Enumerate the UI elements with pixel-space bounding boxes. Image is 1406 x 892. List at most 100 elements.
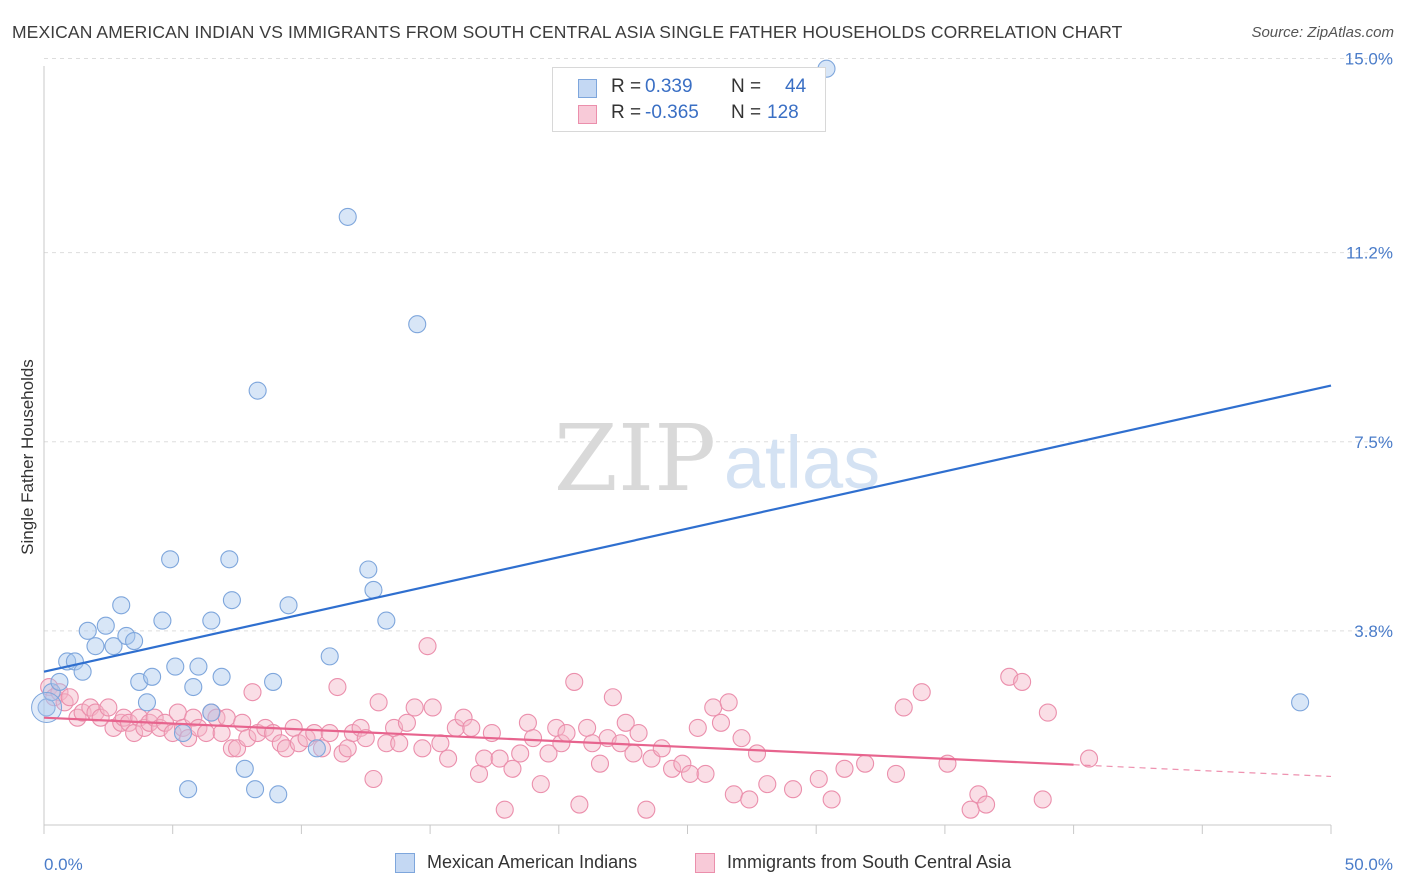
data-point-immigrants — [747, 744, 767, 763]
data-point-immigrants — [524, 729, 543, 748]
data-point-immigrants — [704, 698, 723, 717]
data-point-mexican-american-indians — [202, 703, 221, 722]
legend-r-value: -0.365 — [645, 102, 699, 123]
data-point-immigrants — [539, 744, 558, 763]
data-point-immigrants — [835, 759, 854, 778]
trend-line-mexican-american-indians — [43, 384, 1332, 673]
data-point-immigrants — [418, 637, 437, 656]
data-point-immigrants — [40, 677, 59, 697]
data-point-immigrants — [55, 693, 74, 712]
data-point-immigrants — [912, 683, 931, 702]
axes — [43, 66, 1332, 834]
source-credit: Source: ZipAtlas.com — [1251, 24, 1394, 41]
data-point-mexican-american-indians — [246, 780, 265, 799]
data-point-immigrants — [688, 718, 707, 737]
data-point-immigrants — [168, 703, 187, 722]
data-point-immigrants — [338, 739, 357, 758]
data-point-mexican-american-indians — [320, 647, 339, 666]
data-point-mexican-american-indians — [220, 550, 239, 569]
data-point-immigrants — [112, 713, 131, 732]
data-point-immigrants — [886, 764, 906, 783]
data-point-immigrants — [68, 708, 87, 727]
data-point-immigrants — [312, 739, 332, 758]
legend-row-series2: R = -0.365 N = 128 — [553, 102, 825, 128]
data-point-immigrants — [518, 713, 537, 732]
y-tick-label: 7.5% — [1354, 433, 1393, 452]
series-mexican-american-indians-points — [31, 59, 1310, 804]
legend-n-label: N = — [731, 76, 762, 97]
x-tick-label: 50.0% — [1345, 855, 1393, 874]
data-point-mexican-american-indians — [222, 591, 241, 610]
trend-lines — [43, 384, 1332, 778]
data-point-mexican-american-indians — [1291, 693, 1310, 712]
data-point-immigrants — [578, 718, 597, 737]
data-point-immigrants — [531, 775, 550, 794]
data-point-immigrants — [423, 698, 442, 717]
bottom-legend-swatch-blue — [395, 853, 415, 873]
trend-line-immigrants-extrapolated — [1073, 764, 1332, 778]
legend-swatch-blue — [578, 79, 597, 98]
data-point-immigrants — [233, 713, 252, 732]
data-point-immigrants — [663, 759, 682, 778]
data-point-immigrants — [222, 739, 241, 758]
data-point-immigrants — [624, 744, 643, 763]
data-point-mexican-american-indians — [50, 672, 69, 691]
data-point-immigrants — [809, 769, 828, 789]
data-point-mexican-american-indians — [179, 780, 198, 799]
data-point-mexican-american-indians — [73, 662, 92, 681]
data-point-immigrants — [740, 790, 759, 809]
data-point-mexican-american-indians — [137, 693, 157, 712]
data-point-immigrants — [390, 734, 409, 753]
data-point-immigrants — [711, 713, 731, 732]
data-point-immigrants — [99, 698, 118, 717]
data-point-mexican-american-indians — [307, 739, 326, 758]
data-point-mexican-american-indians — [96, 616, 115, 635]
data-point-mexican-american-indians — [173, 723, 193, 743]
data-point-immigrants — [469, 764, 489, 783]
data-point-immigrants — [454, 708, 473, 727]
data-point-mexican-american-indians — [359, 560, 378, 579]
data-point-immigrants — [894, 698, 913, 717]
data-point-immigrants — [91, 708, 110, 727]
data-point-immigrants — [732, 729, 751, 748]
watermark-zip: ZIP — [554, 405, 716, 512]
data-point-immigrants — [681, 764, 700, 783]
data-point-immigrants — [305, 723, 324, 743]
data-point-immigrants — [783, 780, 803, 799]
grid-lines — [44, 58, 1392, 632]
data-point-immigrants — [969, 785, 988, 804]
data-point-immigrants — [320, 723, 339, 743]
data-point-immigrants — [462, 718, 481, 737]
data-point-immigrants — [356, 729, 375, 748]
data-point-mexican-american-indians — [104, 637, 123, 656]
x-tick-label: 0.0% — [44, 855, 83, 874]
data-point-mexican-american-indians — [161, 550, 180, 569]
data-point-mexican-american-indians — [248, 381, 267, 400]
data-point-immigrants — [565, 672, 584, 691]
legend-swatch-pink — [578, 105, 597, 124]
data-point-mexican-american-indians — [408, 315, 427, 334]
data-point-immigrants — [557, 723, 576, 743]
series-immigrants-points — [40, 637, 1099, 819]
data-point-immigrants — [490, 749, 509, 768]
y-tick-label: 11.2% — [1346, 244, 1393, 263]
bottom-legend-label: Immigrants from South Central Asia — [727, 852, 1012, 872]
data-point-immigrants — [271, 734, 290, 753]
data-point-immigrants — [724, 785, 743, 804]
data-point-immigrants — [1079, 749, 1099, 768]
legend-r-value: 0.339 — [645, 76, 693, 97]
data-point-immigrants — [243, 683, 262, 702]
y-tick-label: 15.0% — [1345, 50, 1393, 69]
data-point-mexican-american-indians — [202, 611, 221, 630]
data-point-mexican-american-indians — [189, 657, 208, 676]
legend-r-label: R = — [611, 76, 642, 97]
data-point-immigrants — [495, 800, 514, 819]
data-point-immigrants — [758, 775, 777, 794]
y-tick-label: 3.8% — [1354, 622, 1393, 641]
data-point-immigrants — [961, 800, 980, 819]
data-point-immigrants — [673, 754, 692, 773]
data-point-immigrants — [439, 749, 458, 768]
data-point-mexican-american-indians — [184, 677, 203, 697]
data-point-immigrants — [475, 749, 494, 768]
